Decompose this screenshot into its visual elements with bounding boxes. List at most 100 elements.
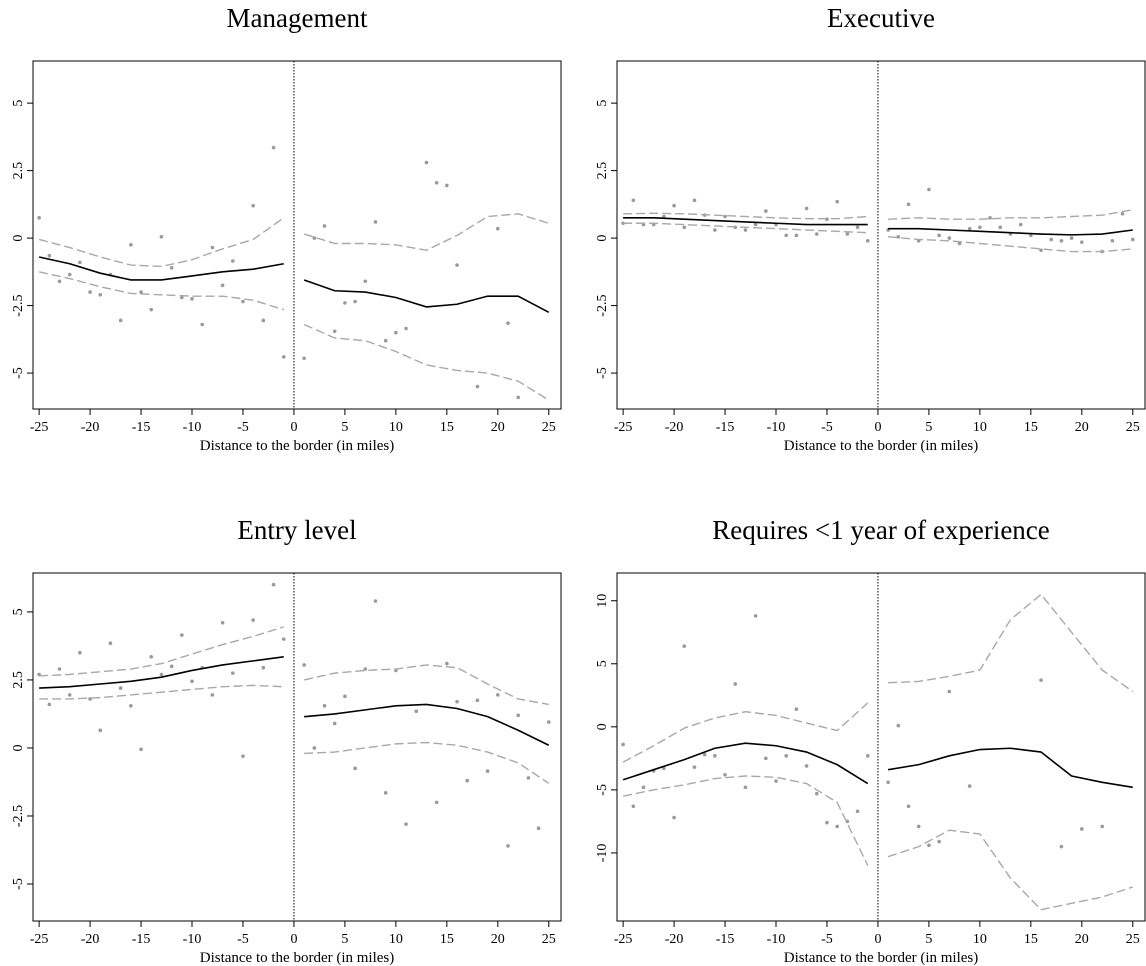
data-point: [682, 225, 687, 230]
y-tick-label: -5: [11, 367, 26, 379]
x-axis-label: Distance to the border (in miles): [784, 950, 979, 966]
data-point: [713, 754, 717, 758]
data-point: [129, 703, 133, 708]
y-tick-label: -2.5: [11, 295, 26, 317]
data-point: [455, 699, 459, 704]
data-point: [662, 766, 666, 771]
data-point: [47, 253, 52, 258]
data-point: [804, 764, 809, 768]
y-tick-label: 2.5: [595, 162, 610, 180]
data-point: [404, 822, 408, 826]
x-tick-label: -15: [132, 420, 151, 435]
y-tick-label: -5: [595, 367, 610, 379]
data-point: [506, 844, 510, 848]
data-point: [702, 752, 707, 757]
x-tick-label: 15: [1024, 420, 1038, 435]
data-point: [343, 694, 347, 699]
data-point: [845, 232, 850, 236]
confidence-band: [39, 684, 284, 700]
confidence-band: [623, 212, 868, 220]
data-point: [855, 225, 860, 230]
fit-line: [38, 256, 284, 281]
fit-line: [623, 217, 868, 226]
x-tick-label: 20: [1075, 420, 1089, 435]
data-point: [383, 338, 388, 343]
fit-line: [304, 703, 550, 746]
panel-title: Executive: [827, 3, 935, 33]
data-point: [251, 618, 255, 622]
data-point: [947, 689, 952, 694]
fit-line: [888, 747, 1133, 789]
data-point: [631, 198, 636, 203]
data-point: [631, 804, 636, 809]
data-point: [230, 671, 235, 675]
confidence-band: [38, 217, 285, 268]
x-tick-label: 0: [874, 932, 881, 947]
data-point: [302, 356, 306, 361]
data-point: [139, 747, 143, 752]
data-point: [129, 243, 133, 247]
data-point: [1049, 237, 1054, 242]
data-point: [434, 800, 439, 805]
data-point: [998, 225, 1003, 230]
data-point: [312, 236, 317, 240]
data-point: [343, 301, 347, 305]
fit-line: [39, 656, 284, 689]
data-point: [733, 682, 738, 686]
data-point: [200, 322, 205, 327]
data-point: [475, 384, 480, 389]
data-point: [445, 661, 449, 666]
data-point: [536, 826, 541, 831]
y-tick-label: -5: [595, 784, 610, 796]
data-point: [88, 290, 92, 294]
data-point: [404, 326, 408, 331]
data-point: [241, 299, 245, 304]
confidence-band: [303, 213, 549, 251]
y-tick-label: -10: [595, 844, 610, 863]
x-tick-label: 10: [389, 420, 403, 435]
x-tick-label: -10: [183, 420, 202, 435]
data-point: [169, 664, 174, 669]
data-point: [353, 299, 357, 304]
data-point: [814, 232, 819, 236]
data-point: [794, 233, 799, 238]
plot-frame: [616, 60, 1146, 410]
data-point: [896, 234, 901, 239]
data-point: [1080, 827, 1084, 831]
x-tick-label: 20: [491, 420, 505, 435]
y-tick-label: 0: [11, 744, 26, 751]
data-point: [886, 780, 890, 785]
x-tick-label: -25: [614, 420, 633, 435]
data-point: [516, 395, 520, 400]
data-point: [149, 307, 154, 312]
data-point: [271, 145, 276, 150]
data-point: [1039, 248, 1043, 253]
confidence-band: [888, 236, 1133, 253]
x-tick-label: 5: [925, 420, 932, 435]
data-point: [1018, 222, 1023, 227]
data-point: [88, 697, 92, 701]
data-point: [764, 209, 768, 213]
data-point: [67, 693, 72, 697]
x-tick-label: -10: [767, 932, 786, 947]
plot-frame: [616, 572, 1146, 922]
x-tick-label: 5: [925, 932, 932, 947]
data-point: [906, 804, 911, 809]
x-tick-label: -20: [665, 932, 684, 947]
data-point: [1110, 239, 1115, 243]
data-point: [373, 599, 378, 603]
data-point: [506, 321, 510, 325]
x-axis-label: Distance to the border (in miles): [200, 438, 395, 454]
data-point: [78, 260, 82, 265]
x-tick-label: -10: [183, 932, 202, 947]
y-tick-label: -2.5: [595, 295, 610, 317]
data-point: [1069, 236, 1074, 240]
plot-frame: [32, 572, 562, 922]
x-tick-label: 5: [341, 420, 348, 435]
data-point: [220, 283, 225, 288]
data-point: [322, 224, 327, 228]
data-point: [988, 216, 992, 220]
data-point: [210, 245, 215, 250]
x-tick-label: -5: [237, 932, 249, 947]
confidence-band: [622, 702, 869, 763]
